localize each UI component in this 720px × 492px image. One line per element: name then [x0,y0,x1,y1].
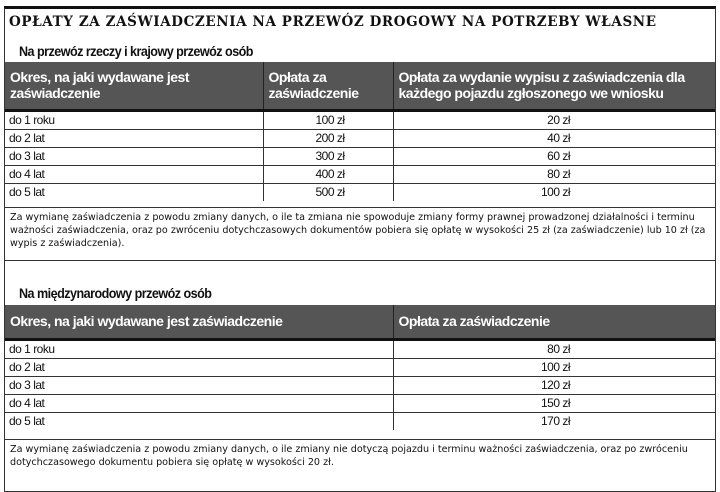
col-header-period: Okres, na jaki wydawane jest zaświadczen… [5,62,264,112]
fee-cell: 150 zł [393,393,715,412]
table-row: do 1 roku 100 zł 20 zł [5,109,715,129]
document-title: OPŁATY ZA ZAŚWIADCZENIA NA PRZEWÓZ DROGO… [9,14,657,30]
table-row: do 5 lat 170 zł [5,411,715,430]
period-cell: do 3 lat [5,375,394,394]
section1-table: Okres, na jaki wydawane jest zaświadczen… [5,62,715,201]
table-row: do 2 lat 200 zł 40 zł [5,128,715,147]
period-cell: do 4 lat [5,164,264,183]
period-cell: do 4 lat [5,393,394,412]
period-cell: do 5 lat [5,411,394,430]
period-cell: do 2 lat [5,357,394,376]
col-header-period: Okres, na jaki wydawane jest zaświadczen… [5,305,394,341]
table-row: do 2 lat 100 zł [5,357,715,376]
period-cell: do 1 roku [5,338,394,358]
fee-cell: 300 zł [263,146,394,165]
fee-document: OPŁATY ZA ZAŚWIADCZENIA NA PRZEWÓZ DROGO… [4,6,716,492]
section2-note: Za wymianę zaświadczenia z powodu zmiany… [5,439,715,490]
table-row: do 5 lat 500 zł 100 zł [5,182,715,201]
fee-cell: 400 zł [263,164,394,183]
fee-cell: 80 zł [393,338,715,358]
period-cell: do 1 roku [5,109,264,129]
fee-cell: 100 zł [263,109,394,129]
table-row: do 1 roku 80 zł [5,338,715,358]
col-header-fee: Opłata za zaświadczenie [263,62,394,112]
section2-table: Okres, na jaki wydawane jest zaświadczen… [5,305,715,430]
table-row: do 4 lat 150 zł [5,393,715,412]
table-row: do 3 lat 300 zł 60 zł [5,146,715,165]
period-cell: do 3 lat [5,146,264,165]
fee-cell: 200 zł [263,128,394,147]
section1-subtitle: Na przewóz rzeczy i krajowy przewóz osób [19,43,254,59]
period-cell: do 5 lat [5,182,264,201]
fee-cell: 40 zł [393,128,715,147]
fee-cell: 80 zł [393,164,715,183]
table-row: do 3 lat 120 zł [5,375,715,394]
table-row: do 4 lat 400 zł 80 zł [5,164,715,183]
col-header-fee: Opłata za zaświadczenie [393,305,715,341]
fee-cell: 100 zł [393,357,715,376]
col-header-extract-fee: Opłata za wydanie wypisu z zaświadczenia… [393,62,715,112]
section1-note: Za wymianę zaświadczenia z powodu zmiany… [5,207,715,261]
fee-cell: 170 zł [393,411,715,430]
fee-cell: 100 zł [393,182,715,201]
fee-cell: 500 zł [263,182,394,201]
section2-subtitle: Na międzynarodowy przewóz osób [19,285,212,301]
fee-cell: 20 zł [393,109,715,129]
fee-cell: 60 zł [393,146,715,165]
period-cell: do 2 lat [5,128,264,147]
fee-cell: 120 zł [393,375,715,394]
